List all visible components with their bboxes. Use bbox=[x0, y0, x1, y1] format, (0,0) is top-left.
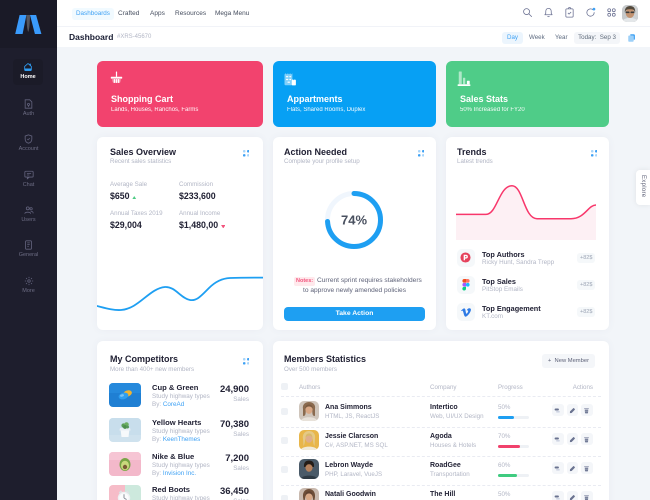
svg-text:74%: 74% bbox=[341, 213, 367, 228]
